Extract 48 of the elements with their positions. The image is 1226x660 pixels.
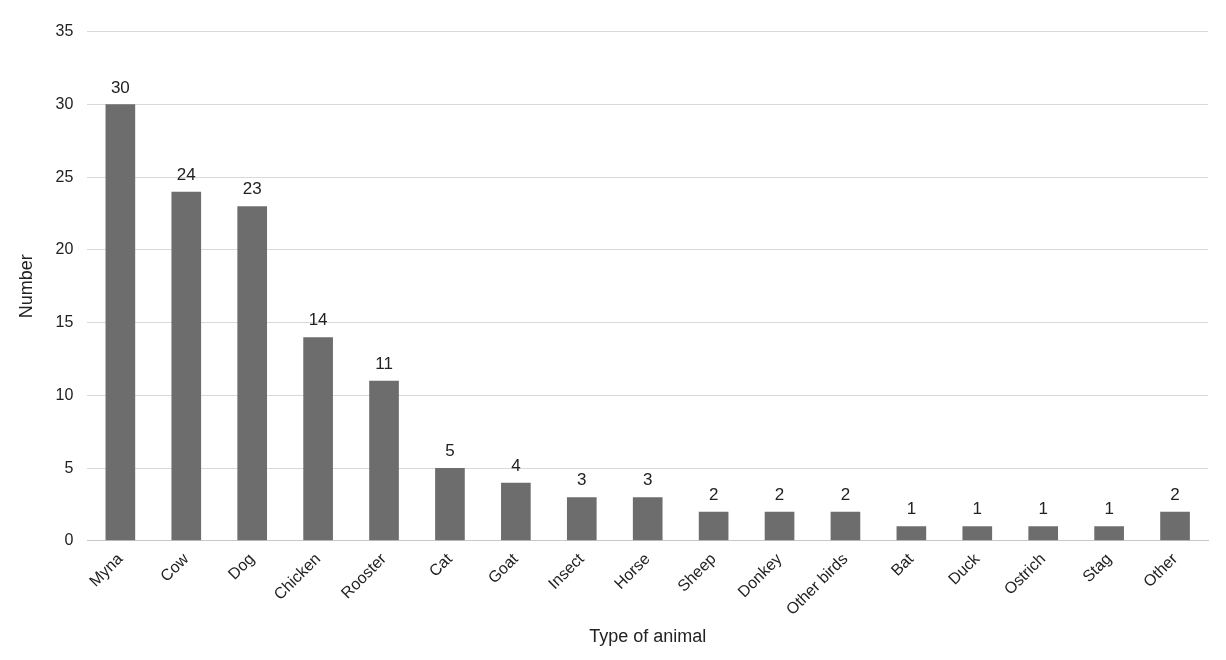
- bar: [1094, 526, 1124, 541]
- bar: [1028, 526, 1059, 541]
- y-tick-label: 30: [55, 94, 74, 112]
- data-label: 1: [1038, 499, 1048, 519]
- data-label: 4: [511, 455, 521, 475]
- y-axis-title: Number: [15, 254, 36, 319]
- y-tick-label: 25: [55, 167, 74, 185]
- x-tick-label: Cow: [156, 549, 192, 585]
- data-label: 23: [242, 179, 262, 199]
- bar: [435, 468, 465, 541]
- y-tick-label: 10: [55, 385, 74, 403]
- y-tick-label: 20: [55, 240, 74, 258]
- bar: [237, 206, 268, 541]
- x-axis-title: Type of animal: [589, 626, 707, 647]
- bar: [171, 191, 202, 541]
- x-tick-label: Cat: [425, 549, 456, 580]
- bar: [566, 497, 597, 541]
- bar: [501, 482, 531, 541]
- bar: [830, 511, 861, 541]
- bar: [105, 104, 136, 541]
- bar: [698, 511, 729, 541]
- y-tick-label: 35: [55, 22, 74, 40]
- data-label: 14: [308, 310, 328, 330]
- data-label: 2: [840, 484, 851, 504]
- y-tick-label: 5: [64, 458, 74, 476]
- x-tick-label: Dog: [224, 549, 258, 583]
- data-label: 3: [577, 470, 587, 490]
- y-tick-label: 15: [55, 313, 74, 331]
- data-label: 2: [774, 484, 785, 504]
- data-label: 2: [708, 484, 719, 504]
- data-label: 2: [1170, 484, 1180, 504]
- bar: [369, 380, 399, 541]
- data-label: 3: [642, 470, 653, 490]
- data-label: 1: [906, 499, 917, 519]
- bar: [764, 511, 795, 541]
- bar: [632, 497, 663, 541]
- bar: [1160, 511, 1190, 541]
- bar: [303, 337, 333, 541]
- data-label: 11: [375, 354, 393, 373]
- bar: [962, 526, 993, 541]
- data-label: 24: [176, 164, 196, 184]
- data-label: 5: [445, 441, 455, 461]
- x-tick-label: Bat: [887, 549, 917, 579]
- data-label: 30: [110, 77, 130, 97]
- bar: [896, 526, 927, 541]
- y-tick-label: 0: [64, 531, 74, 549]
- data-label: 1: [1104, 499, 1114, 519]
- data-label: 1: [972, 499, 983, 519]
